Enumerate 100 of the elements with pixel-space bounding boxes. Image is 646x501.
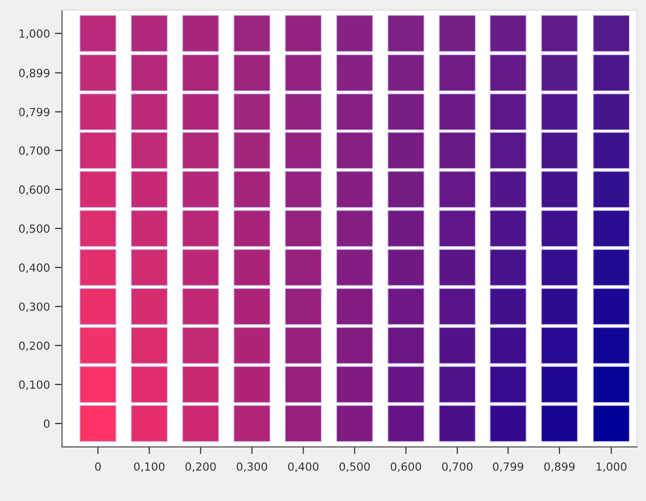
point xyxy=(336,366,374,403)
point xyxy=(130,248,168,286)
point xyxy=(79,170,116,208)
x-tick-label: 0,700 xyxy=(442,462,472,472)
point xyxy=(284,366,322,403)
point xyxy=(336,93,374,130)
point xyxy=(182,93,220,130)
x-tick-label: 0,200 xyxy=(185,462,216,472)
point xyxy=(387,366,424,403)
point xyxy=(233,405,270,442)
point xyxy=(540,405,578,442)
point xyxy=(438,210,476,247)
point xyxy=(387,170,424,208)
y-tick-label: 0,600 xyxy=(19,185,50,195)
point xyxy=(284,170,322,208)
point xyxy=(130,14,168,52)
y-tick-label: 0,899 xyxy=(19,68,50,78)
y-tick-label: 0,500 xyxy=(19,224,50,234)
point xyxy=(490,210,527,247)
point xyxy=(336,54,374,92)
point xyxy=(387,54,424,92)
point xyxy=(490,14,527,52)
point xyxy=(336,14,374,52)
point xyxy=(182,366,220,403)
point xyxy=(284,288,322,325)
point xyxy=(284,248,322,286)
point xyxy=(540,14,578,52)
x-tick-label: 0,600 xyxy=(390,462,422,472)
point xyxy=(284,405,322,442)
point xyxy=(592,405,630,442)
point xyxy=(592,327,630,364)
x-tick-label: 0,500 xyxy=(339,462,370,472)
point xyxy=(540,248,578,286)
y-tick-label: 0,799 xyxy=(19,108,50,118)
point xyxy=(284,327,322,364)
point xyxy=(540,93,578,130)
point xyxy=(130,54,168,92)
point xyxy=(130,327,168,364)
x-tick-label: 0,799 xyxy=(492,462,524,472)
point xyxy=(592,366,630,403)
point xyxy=(490,93,527,130)
point xyxy=(233,248,270,286)
point xyxy=(182,248,220,286)
point xyxy=(490,288,527,325)
point xyxy=(284,132,322,169)
y-tick-label: 0,100 xyxy=(19,380,50,390)
point xyxy=(233,210,270,247)
point xyxy=(233,132,270,169)
y-tick-label: 0 xyxy=(44,419,50,428)
point xyxy=(336,288,374,325)
point xyxy=(438,14,476,52)
point xyxy=(233,366,270,403)
point xyxy=(79,248,116,286)
point xyxy=(182,327,220,364)
point xyxy=(592,14,630,52)
point xyxy=(233,327,270,364)
point xyxy=(540,210,578,247)
point xyxy=(79,327,116,364)
point xyxy=(387,327,424,364)
point xyxy=(438,132,476,169)
point xyxy=(182,210,220,247)
point xyxy=(336,170,374,208)
point xyxy=(336,405,374,442)
point xyxy=(182,288,220,325)
point xyxy=(592,132,630,169)
point xyxy=(592,210,630,247)
point xyxy=(438,54,476,92)
point xyxy=(79,288,116,325)
point xyxy=(182,14,220,52)
point xyxy=(182,54,220,92)
point xyxy=(387,288,424,325)
point xyxy=(233,14,270,52)
point xyxy=(592,248,630,286)
point xyxy=(130,366,168,403)
point xyxy=(233,288,270,325)
point xyxy=(130,288,168,325)
point xyxy=(540,170,578,208)
point xyxy=(438,327,476,364)
point xyxy=(130,170,168,208)
point xyxy=(130,405,168,442)
point xyxy=(233,93,270,130)
point xyxy=(182,405,220,442)
point xyxy=(438,248,476,286)
point xyxy=(438,170,476,208)
y-tick-label: 0,200 xyxy=(19,341,50,351)
point xyxy=(284,14,322,52)
point xyxy=(79,210,116,247)
point xyxy=(490,170,527,208)
point xyxy=(438,405,476,442)
point xyxy=(387,210,424,247)
point xyxy=(79,14,116,52)
point xyxy=(438,93,476,130)
point xyxy=(387,248,424,286)
point xyxy=(284,210,322,247)
point xyxy=(490,248,527,286)
point xyxy=(130,210,168,247)
point xyxy=(592,93,630,130)
point xyxy=(490,405,527,442)
point xyxy=(336,210,374,247)
point xyxy=(336,132,374,169)
